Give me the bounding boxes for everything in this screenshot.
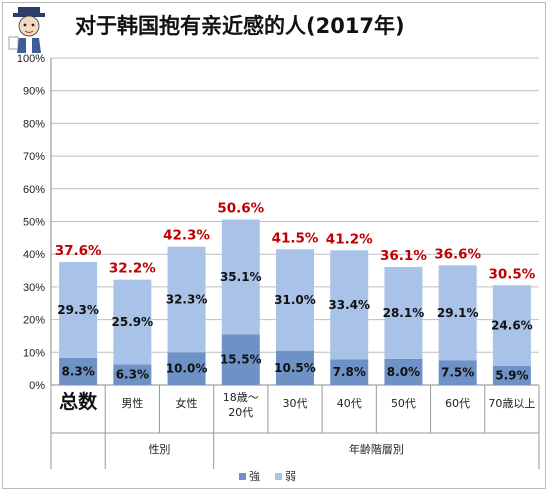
data-label: 28.1% <box>383 306 425 320</box>
bar-segment-strong <box>59 357 98 385</box>
bar-segment-strong <box>438 360 477 385</box>
data-label: 29.1% <box>437 306 479 320</box>
data-label: 15.5% <box>220 353 262 367</box>
total-label: 50.6% <box>217 201 264 217</box>
category-label: 50代 <box>391 397 416 410</box>
data-label: 7.5% <box>441 366 474 380</box>
category-label: 男性 <box>121 396 143 410</box>
total-label: 42.3% <box>163 228 210 244</box>
chart-svg: 对于韩国抱有亲近感的人(2017年) 0% 10% 20% 30% 40% 50% 60% 7… <box>8 7 540 483</box>
bar-segment-weak <box>167 246 206 353</box>
data-label: 29.3% <box>57 303 99 317</box>
bar-segment-weak <box>384 266 423 359</box>
chart-frame: 对于韩国抱有亲近感的人(2017年) 0% 10% 20% 30% 40% 50% 60% 7… <box>2 2 546 489</box>
total-label: 36.1% <box>380 248 427 264</box>
mascot-logo-icon <box>8 7 45 53</box>
y-tick-label: 40% <box>23 249 45 261</box>
bar-segment-weak <box>59 262 98 358</box>
category-label: 总数 <box>59 390 98 413</box>
total-label: 36.6% <box>434 246 481 262</box>
bar-segment-strong <box>167 352 206 385</box>
data-label: 24.6% <box>491 318 533 332</box>
category-label: 40代 <box>337 397 362 410</box>
total-label: 41.5% <box>272 230 319 246</box>
y-tick-label: 50% <box>23 217 45 229</box>
data-label: 8.3% <box>61 364 94 378</box>
category-label: 30代 <box>283 397 308 410</box>
y-tick-label: 100% <box>17 53 45 65</box>
data-label: 6.3% <box>116 368 149 382</box>
legend-swatch <box>239 473 246 480</box>
y-tick-label: 80% <box>23 118 45 130</box>
category-label: 18歳～ <box>223 391 259 404</box>
y-tick-label: 30% <box>23 282 45 294</box>
data-labels: 8.3% 29.3% 37.6% 6.3% 25.9% 32.2% 10.0% 32.3% 42… <box>55 201 536 383</box>
data-label: 10.0% <box>166 362 208 376</box>
bar-segment-strong <box>221 334 260 385</box>
data-label: 8.0% <box>387 365 420 379</box>
data-label: 7.8% <box>333 365 366 379</box>
data-label: 5.9% <box>495 368 528 382</box>
bar-segment-strong <box>384 358 423 385</box>
legend-label: 弱 <box>285 470 296 483</box>
group-label: 年齢階層別 <box>349 442 404 456</box>
chart-title: 对于韩国抱有亲近感的人(2017年) <box>75 14 405 38</box>
bar-segment-weak <box>113 279 152 365</box>
legend-label: 強 <box>249 470 260 483</box>
y-tick-label: 10% <box>23 347 45 359</box>
bar-segment-strong <box>276 350 314 385</box>
bar-segment-weak <box>492 285 531 366</box>
category-label: 20代 <box>228 406 253 419</box>
data-label: 33.4% <box>328 298 370 312</box>
data-label: 25.9% <box>112 315 154 329</box>
total-label: 30.5% <box>488 266 535 282</box>
bar-segment-weak <box>438 265 477 361</box>
legend: 強弱 <box>239 470 296 483</box>
data-label: 35.1% <box>220 270 262 284</box>
data-label: 32.3% <box>166 292 208 306</box>
y-tick-label: 90% <box>23 86 45 98</box>
category-label: 女性 <box>176 396 198 410</box>
data-label: 10.5% <box>274 361 316 375</box>
total-label: 37.6% <box>55 243 102 259</box>
y-tick-label: 20% <box>23 315 45 327</box>
y-tick-label: 60% <box>23 184 45 196</box>
total-label: 41.2% <box>326 231 373 247</box>
bar-segment-strong <box>330 359 369 385</box>
bar-segment-weak <box>221 219 260 335</box>
bar-segment-strong <box>492 365 531 385</box>
y-tick-label: 70% <box>23 151 45 163</box>
category-label: 70歳以上 <box>488 397 535 410</box>
bar-segment-weak <box>276 249 314 351</box>
total-label: 32.2% <box>109 261 156 277</box>
group-label: 性別 <box>148 442 170 456</box>
legend-swatch <box>275 473 282 480</box>
category-label: 60代 <box>445 397 470 410</box>
bars <box>59 219 531 385</box>
y-axis: 0% 10% 20% 30% 40% 50% 60% 70% 80% 90% 100% <box>17 53 45 392</box>
bar-segment-strong <box>113 364 152 385</box>
bar-segment-weak <box>330 250 369 360</box>
y-tick-label: 0% <box>29 380 45 392</box>
data-label: 31.0% <box>274 293 316 307</box>
